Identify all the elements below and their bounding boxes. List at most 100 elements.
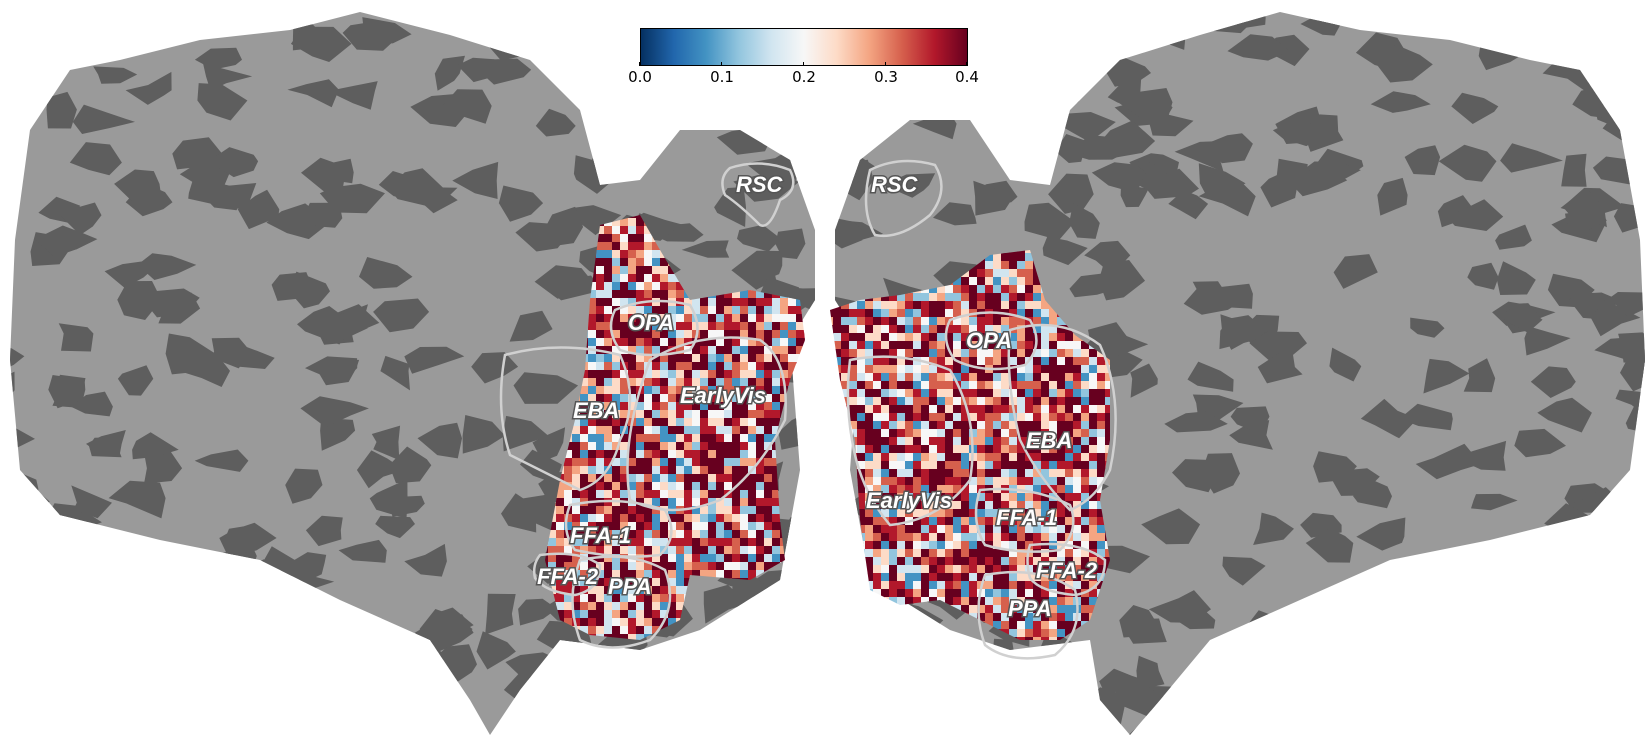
activation-voxel xyxy=(732,554,741,563)
activation-voxel xyxy=(604,482,613,491)
activation-voxel xyxy=(636,442,645,451)
activation-voxel xyxy=(1065,549,1074,558)
activation-voxel xyxy=(636,610,645,619)
activation-voxel xyxy=(1009,253,1018,262)
activation-voxel xyxy=(644,474,653,483)
activation-voxel xyxy=(1097,541,1106,550)
activation-voxel xyxy=(945,437,954,446)
activation-voxel xyxy=(849,341,858,350)
activation-voxel xyxy=(636,626,645,635)
activation-voxel xyxy=(1065,613,1074,622)
activation-voxel xyxy=(636,258,645,267)
activation-voxel xyxy=(993,357,1002,366)
activation-voxel xyxy=(897,461,906,470)
activation-voxel xyxy=(748,290,757,299)
activation-voxel xyxy=(780,354,789,363)
activation-voxel xyxy=(620,338,629,347)
activation-voxel xyxy=(628,354,637,363)
activation-voxel xyxy=(993,469,1002,478)
activation-voxel xyxy=(588,362,597,371)
activation-voxel xyxy=(1057,341,1066,350)
activation-voxel xyxy=(1025,365,1034,374)
activation-voxel xyxy=(889,597,898,606)
sulcus-patch xyxy=(70,577,126,611)
sulcus-patch xyxy=(1484,696,1513,724)
activation-voxel xyxy=(961,381,970,390)
activation-voxel xyxy=(937,453,946,462)
activation-voxel xyxy=(985,597,994,606)
activation-voxel xyxy=(748,346,757,355)
activation-voxel xyxy=(748,434,757,443)
activation-voxel xyxy=(1097,413,1106,422)
activation-voxel xyxy=(788,586,797,595)
activation-voxel xyxy=(676,354,685,363)
activation-voxel xyxy=(1097,525,1106,534)
activation-voxel xyxy=(825,501,834,510)
activation-voxel xyxy=(1017,453,1026,462)
activation-voxel xyxy=(636,546,645,555)
activation-voxel xyxy=(985,445,994,454)
sulcus-patch xyxy=(655,695,700,730)
activation-voxel xyxy=(1089,445,1098,454)
activation-voxel xyxy=(636,602,645,611)
activation-voxel xyxy=(788,338,797,347)
activation-voxel xyxy=(668,386,677,395)
activation-voxel xyxy=(857,581,866,590)
activation-voxel xyxy=(977,557,986,566)
activation-voxel xyxy=(756,346,765,355)
sulcus-patch xyxy=(1286,658,1328,693)
activation-voxel xyxy=(708,362,717,371)
activation-voxel xyxy=(660,642,669,651)
sulcus-patch xyxy=(1575,10,1619,44)
activation-voxel xyxy=(724,442,733,451)
sulcus-patch xyxy=(833,99,860,136)
activation-voxel xyxy=(897,573,906,582)
activation-voxel xyxy=(977,413,986,422)
activation-voxel xyxy=(913,421,922,430)
activation-voxel xyxy=(732,346,741,355)
activation-voxel xyxy=(921,405,930,414)
activation-voxel xyxy=(1073,357,1082,366)
activation-voxel xyxy=(700,314,709,323)
activation-voxel xyxy=(804,602,813,611)
activation-voxel xyxy=(929,525,938,534)
activation-voxel xyxy=(660,338,669,347)
activation-voxel xyxy=(985,373,994,382)
activation-voxel xyxy=(833,565,842,574)
activation-voxel xyxy=(1065,493,1074,502)
activation-voxel xyxy=(628,290,637,299)
sulcus-patch xyxy=(215,559,264,597)
left-roi-label-earlyvis: EarlyVis xyxy=(680,383,766,408)
activation-voxel xyxy=(1057,365,1066,374)
activation-voxel xyxy=(825,357,834,366)
activation-voxel xyxy=(833,533,842,542)
activation-voxel xyxy=(684,362,693,371)
right-roi-label-ppa: PPA xyxy=(1008,596,1052,621)
activation-voxel xyxy=(668,450,677,459)
activation-voxel xyxy=(969,389,978,398)
activation-voxel xyxy=(953,397,962,406)
activation-voxel xyxy=(804,458,813,467)
activation-voxel xyxy=(905,629,914,638)
activation-voxel xyxy=(668,394,677,403)
activation-voxel xyxy=(588,434,597,443)
activation-voxel xyxy=(1089,349,1098,358)
activation-voxel xyxy=(881,301,890,310)
activation-voxel xyxy=(897,581,906,590)
sulcus-patch xyxy=(1253,628,1316,657)
activation-voxel xyxy=(857,541,866,550)
activation-voxel xyxy=(961,645,970,654)
activation-voxel xyxy=(897,645,906,654)
activation-voxel xyxy=(676,434,685,443)
activation-voxel xyxy=(889,477,898,486)
activation-voxel xyxy=(849,557,858,566)
sulcus-patch xyxy=(417,0,459,32)
sulcus-patch xyxy=(882,93,921,122)
activation-voxel xyxy=(849,389,858,398)
activation-voxel xyxy=(700,546,709,555)
activation-voxel xyxy=(724,426,733,435)
activation-voxel xyxy=(724,410,733,419)
activation-voxel xyxy=(732,506,741,515)
activation-voxel xyxy=(1073,413,1082,422)
